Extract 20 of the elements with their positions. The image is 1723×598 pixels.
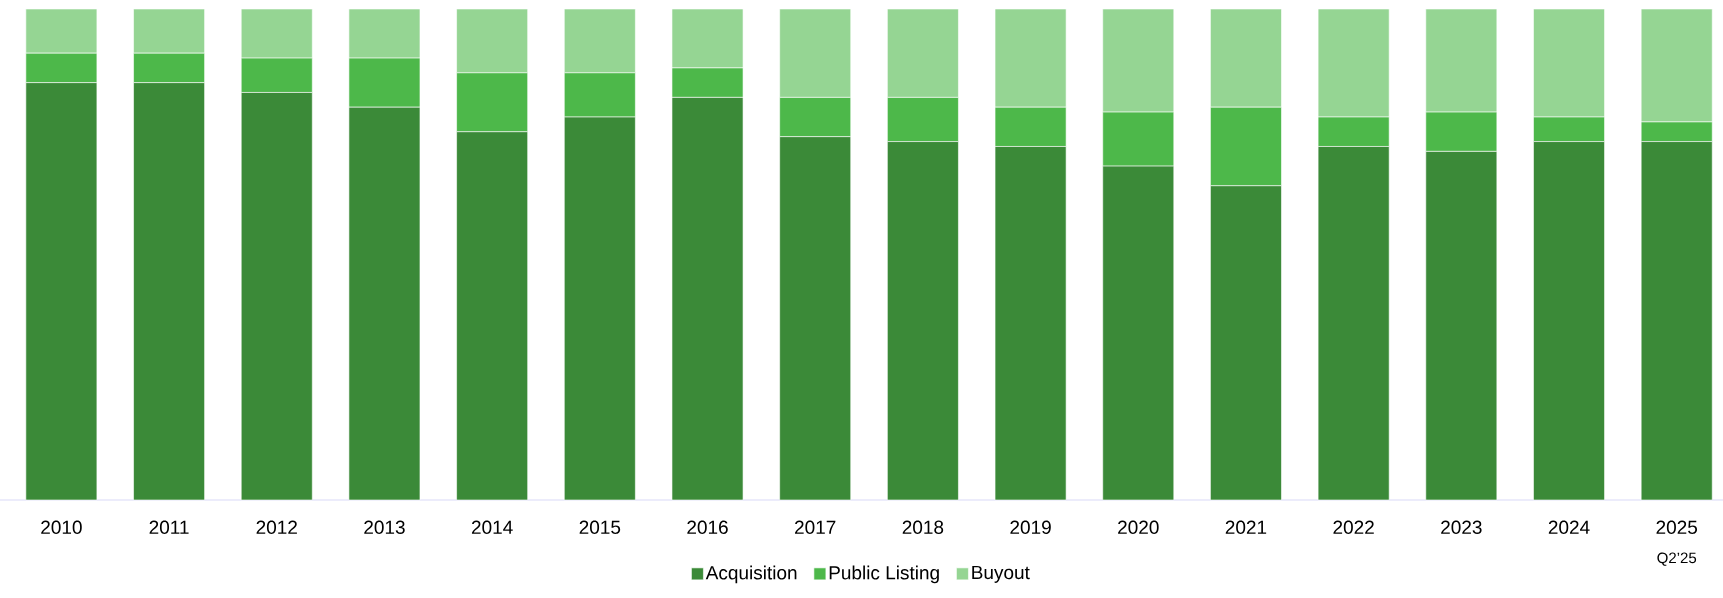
x-tick-label: 2017: [795, 520, 836, 534]
x-tick-label: 2014: [471, 520, 513, 534]
legend-label: Public Listing: [829, 565, 939, 584]
text: Q2’25: [1657, 552, 1697, 566]
x-tick-label: 2021: [1225, 520, 1267, 534]
legend-label: Acquisition: [705, 565, 797, 584]
x-tick-label: 2016: [687, 520, 728, 534]
x-tick-label: 2019: [1010, 520, 1051, 534]
x-tick-label: 2022: [1333, 520, 1374, 534]
legend-label: Buyout: [972, 565, 1030, 583]
x-tick-label: 2025: [1656, 520, 1698, 534]
x-tick-label: 2015: [579, 520, 621, 534]
x-tick-label: 2020: [1118, 520, 1159, 534]
x-tick-label: 2023: [1441, 520, 1482, 534]
x-tick-label: 2018: [902, 520, 944, 534]
x-tick-label: 2024: [1548, 520, 1590, 534]
x-tick-label: 2012: [256, 520, 297, 534]
x-tick-label: 2010: [41, 520, 82, 534]
x-tick-label: 2013: [364, 520, 405, 534]
x-tick-label: 2011: [149, 520, 189, 534]
